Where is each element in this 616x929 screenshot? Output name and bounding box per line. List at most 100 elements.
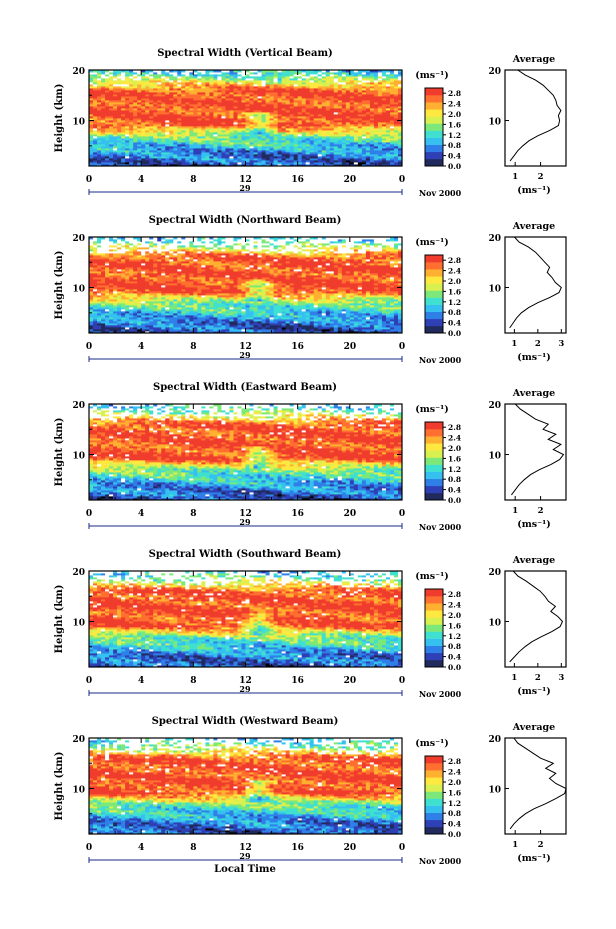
heatmap-cell [229,315,234,318]
heatmap-cell [373,150,379,153]
heatmap-cell [193,70,198,73]
heatmap-cell [209,146,214,149]
heatmap-cell [277,321,283,324]
heatmap-cell [329,88,335,91]
heatmap-cell [289,118,295,121]
heatmap-cell [105,315,110,318]
heatmap-cell [197,138,202,141]
heatmap-cell [293,78,299,81]
heatmap-cell [257,329,262,332]
heatmap-cell [321,152,327,155]
heatmap-cell [117,84,122,87]
heatmap-cell [353,158,359,161]
heatmap-cell [185,321,190,324]
heatmap-cell [261,319,266,322]
heatmap-cell [349,120,355,123]
heatmap-cell [369,94,375,97]
heatmap-cell [269,132,274,135]
heatmap-cell [197,122,202,125]
heatmap-cell [377,70,383,73]
heatmap-cell [317,94,323,97]
heatmap-cell [205,329,210,332]
heatmap-cell [121,114,126,117]
heatmap-cell [257,136,262,139]
average-x-tick-label: 1 [512,172,518,182]
heatmap-cell [365,112,371,115]
heatmap-cell [361,108,367,111]
heatmap-cell [277,90,283,93]
heatmap-cell [193,152,198,155]
heatmap-cell [357,327,363,330]
heatmap-cell [345,148,351,151]
heatmap-cell [137,144,142,147]
heatmap-cell [337,130,343,133]
heatmap-cell [305,325,311,328]
heatmap-cell [117,72,122,75]
heatmap-cell [121,80,126,83]
heatmap-cell [285,70,291,73]
heatmap-cell [197,142,202,145]
heatmap-cell [205,84,210,87]
heatmap-cell [93,140,98,143]
heatmap-cell [125,80,130,83]
heatmap-cell [225,124,230,127]
heatmap-cell [385,82,391,85]
heatmap-cell [229,156,234,159]
heatmap-cell [121,122,126,125]
heatmap-cell [121,124,126,127]
heatmap-cell [261,98,266,101]
heatmap-cell [117,78,122,81]
heatmap-cell [109,154,114,157]
heatmap-cell [341,74,347,77]
heatmap-cell [213,144,218,147]
heatmap-cell [381,104,387,107]
heatmap-cell [161,162,166,165]
heatmap-cell [225,118,230,121]
heatmap-cell [233,122,238,125]
heatmap-cell [233,108,238,111]
heatmap-cell [89,154,94,157]
heatmap-cell [269,130,274,133]
heatmap-cell [153,323,158,326]
heatmap-cell [313,126,319,129]
heatmap-cell [249,148,254,151]
heatmap-cell [149,96,154,99]
heatmap-cell [313,134,319,137]
heatmap-cell [229,76,234,79]
heatmap-cell [125,110,130,113]
heatmap-cell [193,321,198,324]
heatmap-cell [333,327,339,330]
heatmap-cell [349,76,355,79]
heatmap-cell [221,92,226,95]
heatmap-cell [153,92,158,95]
heatmap-cell [321,118,327,121]
heatmap-cell [385,70,391,73]
heatmap-cell [257,86,262,89]
heatmap-cell [173,315,178,318]
heatmap-cell [153,315,158,318]
heatmap-cell [177,142,182,145]
heatmap-cell [145,88,150,91]
heatmap-cell [133,78,138,81]
heatmap-cell [377,84,383,87]
heatmap-cell [129,102,134,105]
heatmap-cell [301,96,307,99]
heatmap-cell [249,110,254,113]
heatmap-cell [161,72,166,75]
heatmap-cell [261,329,266,332]
heatmap-cell [161,104,166,107]
heatmap-cell [149,70,154,73]
heatmap-cell [109,80,114,83]
heatmap-cell [253,329,258,332]
heatmap-cell [329,321,335,324]
heatmap-cell [93,124,98,127]
heatmap-cell [293,94,299,97]
heatmap-cell [241,120,246,123]
heatmap-cell [137,331,142,334]
heatmap-cell [201,160,206,163]
heatmap-cell [313,114,319,117]
heatmap-cell [249,331,254,334]
heatmap-cell [321,315,327,318]
heatmap-cell [229,104,234,107]
heatmap-cell [389,327,395,330]
